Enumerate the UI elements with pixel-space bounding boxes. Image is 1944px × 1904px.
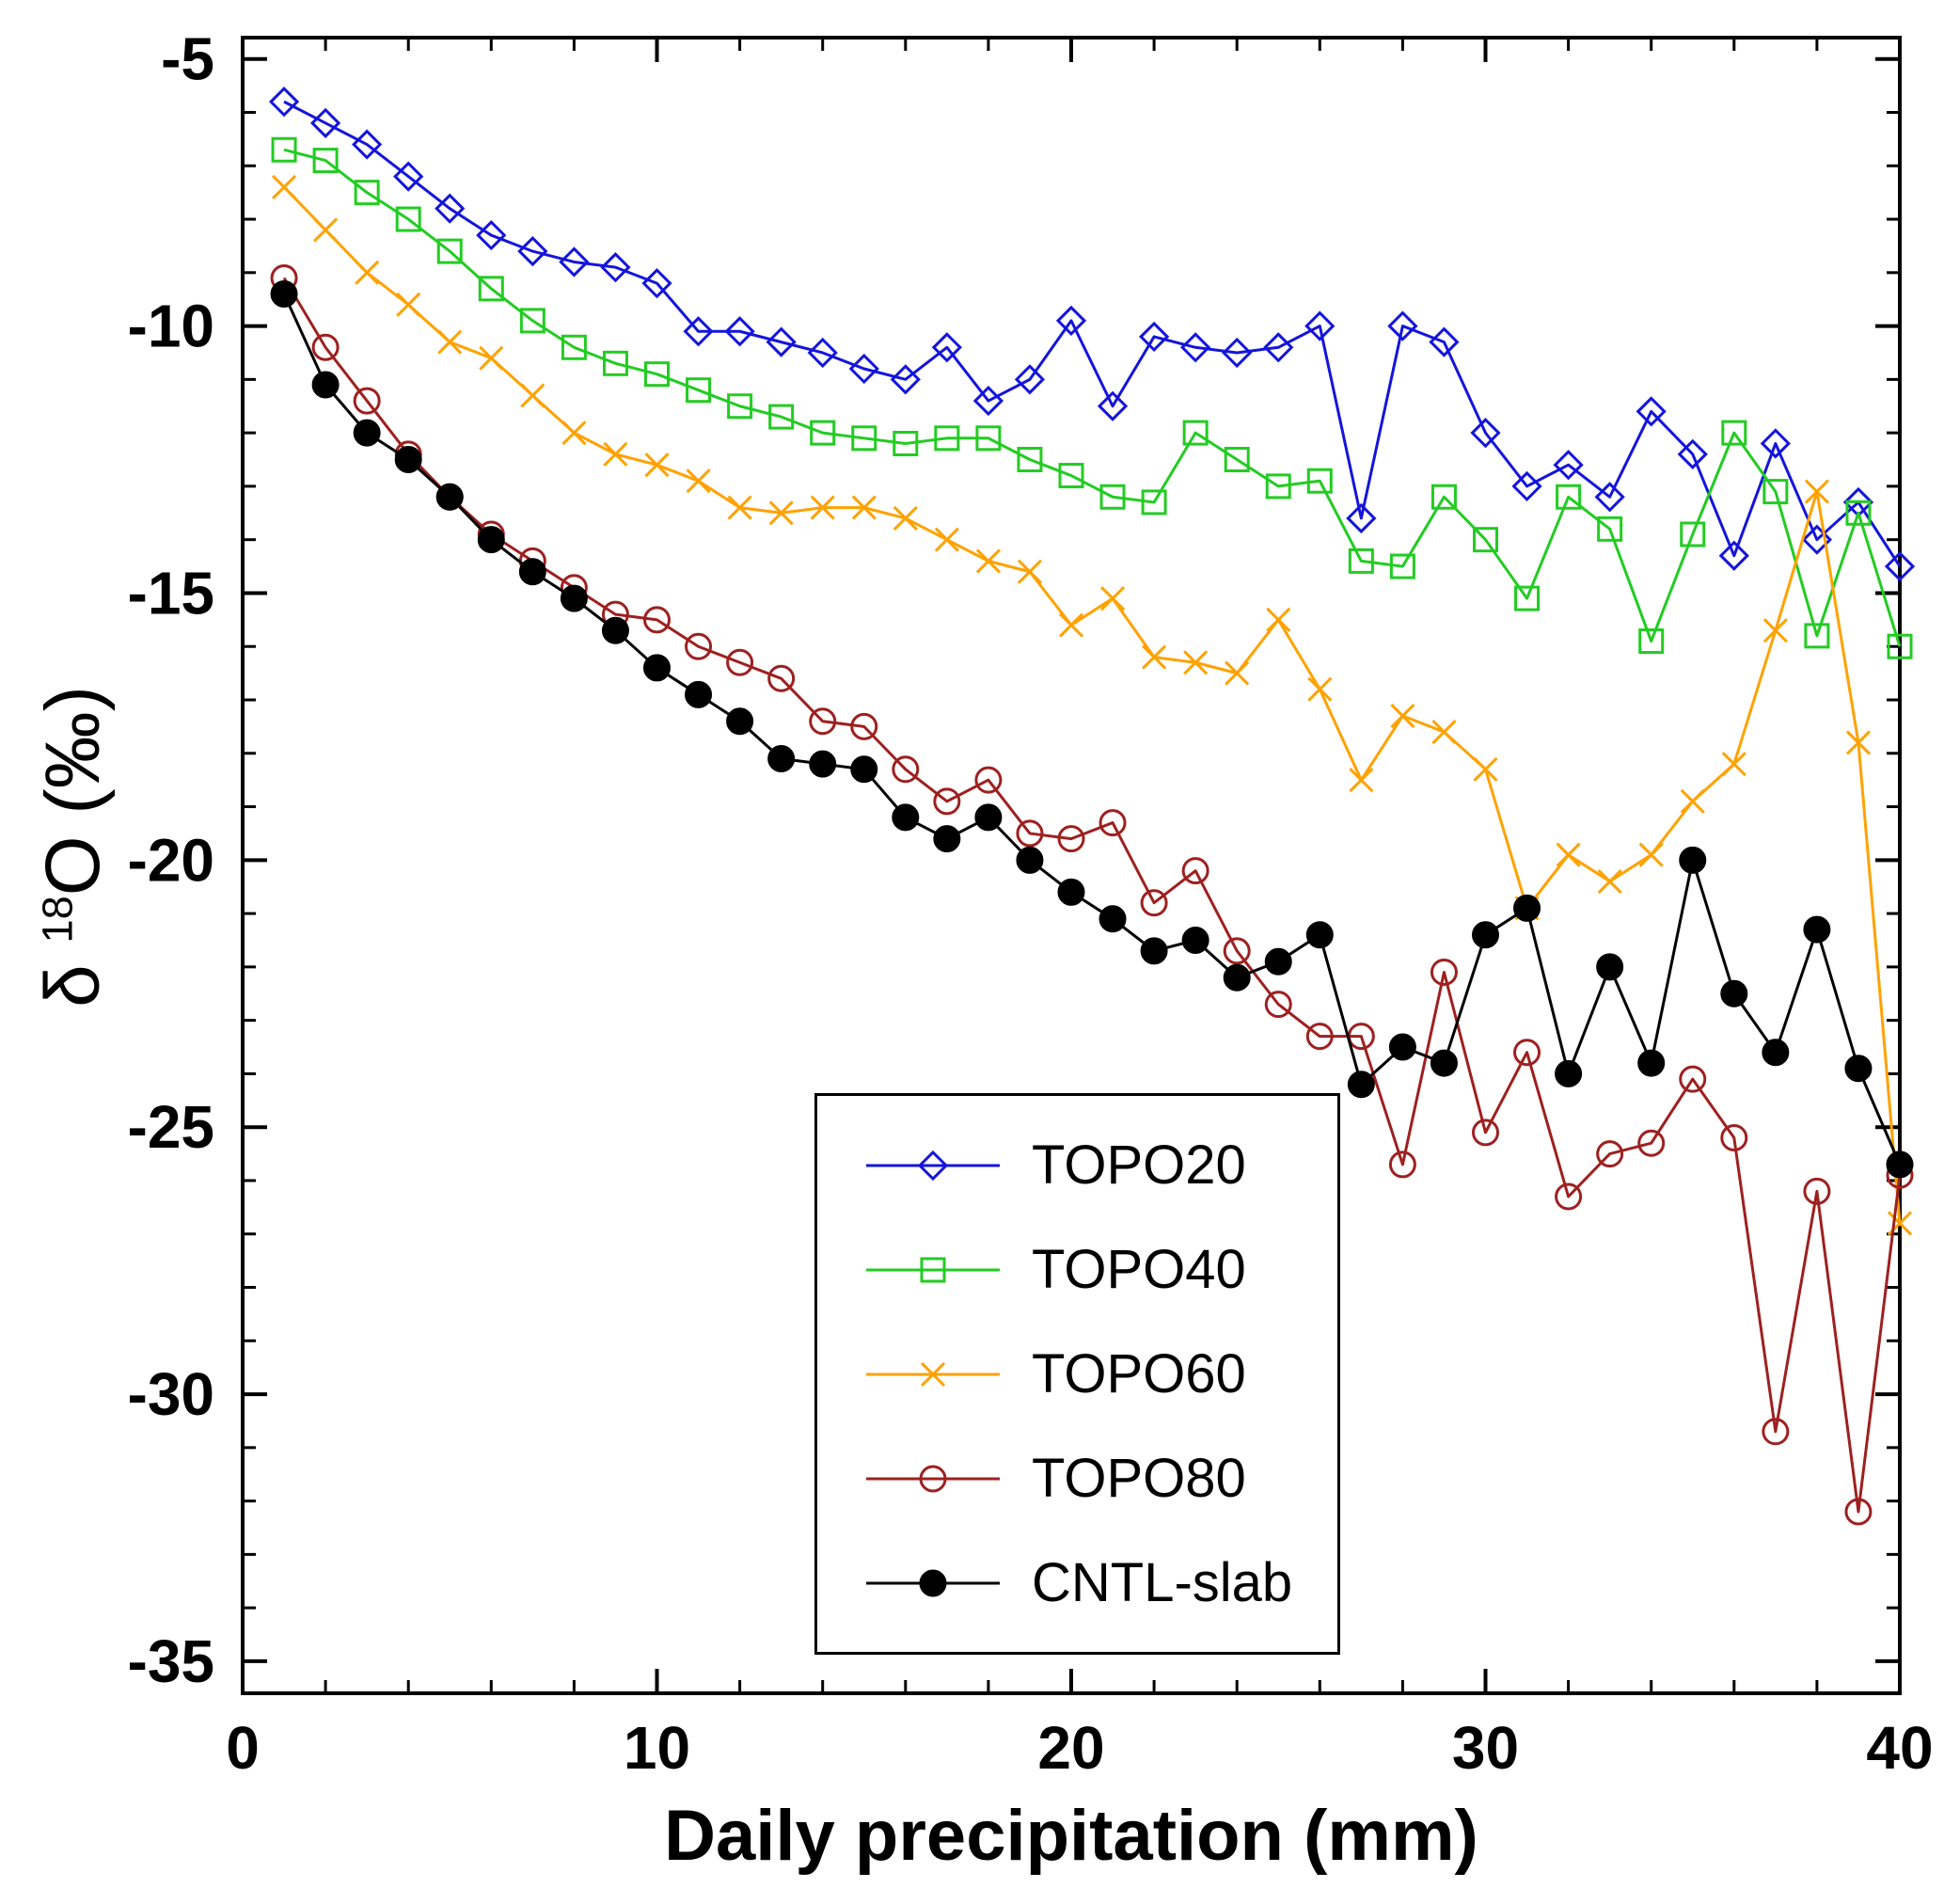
svg-text:-15: -15 (128, 559, 215, 627)
legend-label-cntl-slab: CNTL-slab (1032, 1552, 1293, 1613)
legend-label-topo60: TOPO60 (1032, 1343, 1246, 1404)
svg-text:-20: -20 (128, 826, 215, 894)
topo20-line-marker-icon (866, 1150, 1000, 1181)
svg-text:-30: -30 (128, 1360, 215, 1428)
legend-entry-topo40: TOPO40 (862, 1238, 1292, 1301)
topo80-line-marker-icon (866, 1465, 1000, 1492)
legend-entry-topo80: TOPO80 (862, 1447, 1292, 1510)
legend-entry-cntl-slab: CNTL-slab (862, 1551, 1292, 1614)
legend-entry-topo60: TOPO60 (862, 1342, 1292, 1405)
svg-text:0: 0 (226, 1714, 260, 1782)
svg-text:-25: -25 (128, 1093, 215, 1161)
legend-entry-topo20: TOPO20 (862, 1134, 1292, 1197)
y-axis-label-delta: δ (30, 943, 116, 1008)
y-axis-label-rest: O (‰) (30, 686, 116, 896)
legend-label-topo80: TOPO80 (1032, 1448, 1246, 1509)
y-axis-label-superscript: 18 (33, 896, 82, 944)
x-axis-label: Daily precipitation (mm) (664, 1796, 1478, 1876)
svg-text:30: 30 (1452, 1714, 1519, 1782)
cntl-slab-line-marker-icon (866, 1569, 1000, 1596)
topo40-line-marker-icon (866, 1257, 1000, 1282)
svg-text:10: 10 (624, 1714, 690, 1782)
svg-text:40: 40 (1866, 1714, 1933, 1782)
legend: TOPO20 TOPO40 TOPO60 TOPO80 CNTL-slab (814, 1093, 1341, 1655)
svg-text:-10: -10 (128, 293, 215, 360)
svg-text:-35: -35 (128, 1627, 215, 1695)
legend-label-topo20: TOPO20 (1032, 1134, 1246, 1196)
svg-text:-5: -5 (161, 25, 214, 93)
topo60-line-marker-icon (866, 1361, 1000, 1387)
svg-text:20: 20 (1037, 1714, 1104, 1782)
legend-label-topo40: TOPO40 (1032, 1239, 1246, 1300)
y-axis-label: δ 18O (‰) (29, 686, 118, 1008)
